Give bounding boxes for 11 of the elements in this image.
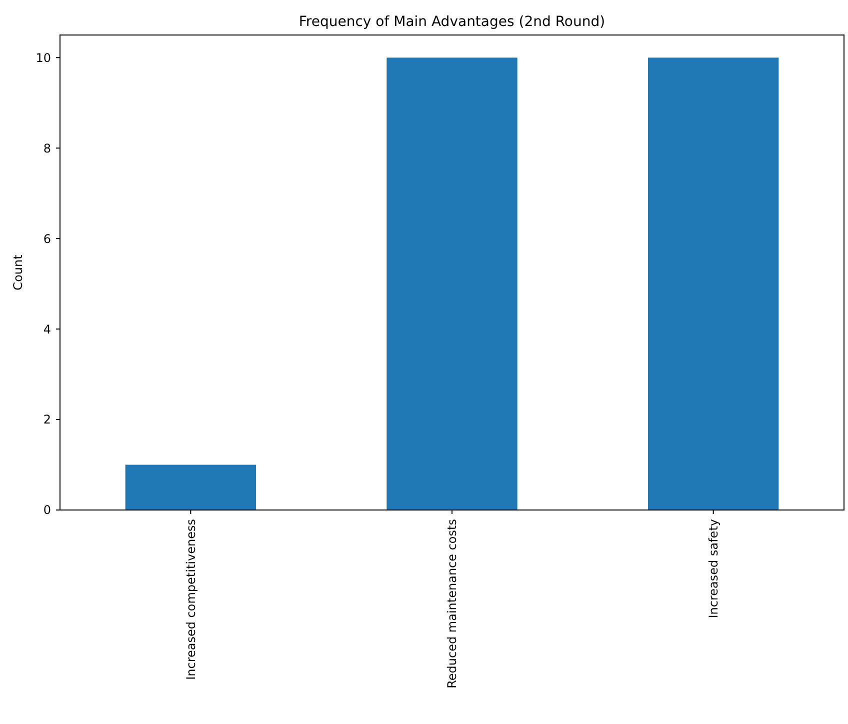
y-tick-label: 8 bbox=[43, 141, 51, 156]
y-tick-label: 4 bbox=[43, 322, 51, 336]
y-tick-label: 6 bbox=[43, 232, 51, 246]
x-tick-label: Increased competitiveness bbox=[184, 519, 198, 680]
x-tick-label: Reduced maintenance costs bbox=[445, 519, 460, 688]
y-tick-label: 10 bbox=[36, 50, 51, 65]
x-tick-label: Increased safety bbox=[706, 519, 721, 618]
y-tick-label: 0 bbox=[43, 503, 51, 518]
y-tick-label: 2 bbox=[43, 412, 51, 427]
chart-title: Frequency of Main Advantages (2nd Round) bbox=[298, 14, 606, 30]
y-axis-title: Count bbox=[11, 254, 25, 290]
